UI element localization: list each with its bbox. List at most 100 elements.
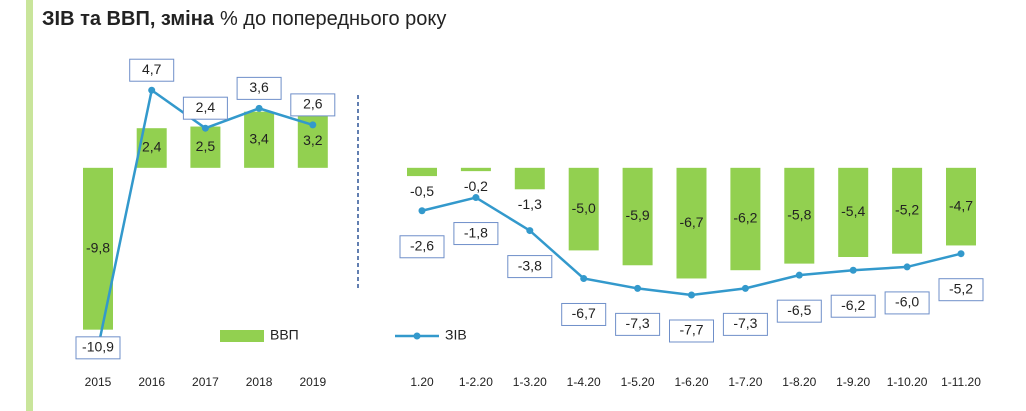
bar-value-label: 2,4 bbox=[142, 139, 162, 155]
bar-value-label: -5,9 bbox=[626, 207, 650, 223]
bar bbox=[838, 167, 869, 258]
x-tick-label: 1-4.20 bbox=[567, 375, 601, 389]
bar-value-label: -0,5 bbox=[410, 183, 434, 199]
line-value-label: -10,9 bbox=[82, 339, 114, 355]
x-tick-label: 1-11.20 bbox=[941, 375, 981, 389]
x-tick-label: 2016 bbox=[138, 375, 165, 389]
bar-value-label: 2,5 bbox=[196, 138, 216, 154]
legend-label: ЗІВ bbox=[445, 327, 467, 343]
line-value-label: -3,8 bbox=[518, 257, 542, 273]
line-value-label: -7,3 bbox=[626, 315, 650, 331]
value-label-box bbox=[938, 278, 984, 302]
bar-value-label: -1,3 bbox=[518, 196, 542, 212]
bar bbox=[622, 167, 653, 266]
line-value-label: 4,7 bbox=[142, 61, 162, 77]
bar-value-label: -4,7 bbox=[949, 197, 973, 213]
bar-value-label: -5,2 bbox=[895, 201, 919, 217]
x-tick-label: 1.20 bbox=[410, 375, 434, 389]
bar bbox=[460, 167, 491, 172]
bar bbox=[784, 167, 815, 264]
bar-value-label: -6,7 bbox=[679, 214, 703, 230]
value-label-box bbox=[561, 302, 607, 326]
line-point bbox=[201, 124, 209, 132]
value-label-box bbox=[236, 76, 282, 100]
x-tick-label: 1-2.20 bbox=[459, 375, 493, 389]
line-point bbox=[634, 284, 642, 292]
value-label-box bbox=[75, 336, 121, 360]
x-tick-label: 1-3.20 bbox=[513, 375, 547, 389]
value-label-box bbox=[884, 291, 930, 315]
value-label-box bbox=[830, 294, 876, 318]
value-label-box bbox=[129, 58, 175, 82]
bar bbox=[730, 167, 761, 271]
bar-value-label: 3,2 bbox=[303, 132, 323, 148]
bar-value-label: -0,2 bbox=[464, 178, 488, 194]
line-point bbox=[309, 121, 317, 129]
value-label-box bbox=[182, 96, 228, 120]
value-label-box bbox=[290, 93, 336, 117]
bar bbox=[892, 167, 923, 254]
bar-value-label: -5,0 bbox=[572, 200, 596, 216]
bar bbox=[946, 167, 976, 246]
line-value-label: 2,4 bbox=[196, 99, 216, 115]
legend-label: ВВП bbox=[270, 327, 299, 343]
line-point bbox=[580, 274, 588, 282]
x-tick-label: 1-10.20 bbox=[887, 375, 928, 389]
bar-value-label: -5,8 bbox=[787, 206, 811, 222]
bar-value-label: -9,8 bbox=[86, 239, 110, 255]
value-label-box bbox=[399, 235, 445, 259]
legend-marker bbox=[413, 332, 421, 340]
x-tick-label: 2019 bbox=[299, 375, 326, 389]
line-point bbox=[688, 291, 695, 299]
line-point bbox=[526, 227, 534, 235]
line-point bbox=[903, 263, 911, 271]
legend-swatch bbox=[220, 330, 264, 342]
accent-bar bbox=[26, 0, 33, 411]
x-tick-label: 1-9.20 bbox=[836, 375, 870, 389]
title-suffix: % до попереднього року bbox=[220, 8, 446, 30]
value-label-box bbox=[669, 319, 714, 343]
value-label-box bbox=[453, 222, 499, 246]
line-value-label: -2,6 bbox=[410, 237, 434, 253]
line-point bbox=[148, 86, 156, 94]
line-point bbox=[957, 250, 965, 258]
bar bbox=[514, 167, 545, 190]
bar bbox=[190, 126, 221, 168]
line-value-label: -6,5 bbox=[787, 302, 811, 318]
x-tick-label: 1-5.20 bbox=[621, 375, 655, 389]
bar-value-label: 3,4 bbox=[249, 130, 269, 146]
line-value-label: 3,6 bbox=[249, 79, 269, 95]
bar bbox=[568, 167, 599, 251]
line-value-label: -1,8 bbox=[464, 224, 488, 240]
line-point bbox=[418, 207, 426, 215]
x-tick-label: 2015 bbox=[85, 375, 112, 389]
x-tick-label: 2018 bbox=[246, 375, 273, 389]
x-tick-label: 2017 bbox=[192, 375, 219, 389]
bar bbox=[407, 167, 437, 177]
line-point bbox=[849, 266, 857, 274]
value-label-box bbox=[615, 312, 661, 336]
chart-title: ЗІВ та ВВП, зміна% до попереднього року bbox=[42, 8, 446, 30]
line-value-label: -6,2 bbox=[841, 297, 865, 313]
value-label-box bbox=[507, 255, 553, 279]
line-value-label: -6,0 bbox=[895, 294, 919, 310]
bar-value-label: -6,2 bbox=[733, 210, 757, 226]
line-point bbox=[741, 284, 749, 292]
line-value-label: -7,7 bbox=[679, 322, 703, 338]
line-point bbox=[795, 271, 803, 279]
value-label-box bbox=[776, 299, 822, 323]
line-point bbox=[255, 104, 263, 112]
title-bold: ЗІВ та ВВП, зміна bbox=[42, 8, 215, 30]
bar bbox=[244, 111, 275, 168]
line-value-label: 2,6 bbox=[303, 96, 323, 112]
x-tick-label: 1-8.20 bbox=[782, 375, 816, 389]
bar bbox=[676, 167, 707, 279]
line-point bbox=[472, 194, 480, 202]
x-tick-label: 1-7.20 bbox=[728, 375, 762, 389]
x-tick-label: 1-6.20 bbox=[674, 375, 708, 389]
line-value-label: -5,2 bbox=[949, 280, 973, 296]
line-value-label: -7,3 bbox=[733, 315, 757, 331]
value-label-box bbox=[722, 312, 768, 336]
line-value-label: -6,7 bbox=[572, 305, 596, 321]
